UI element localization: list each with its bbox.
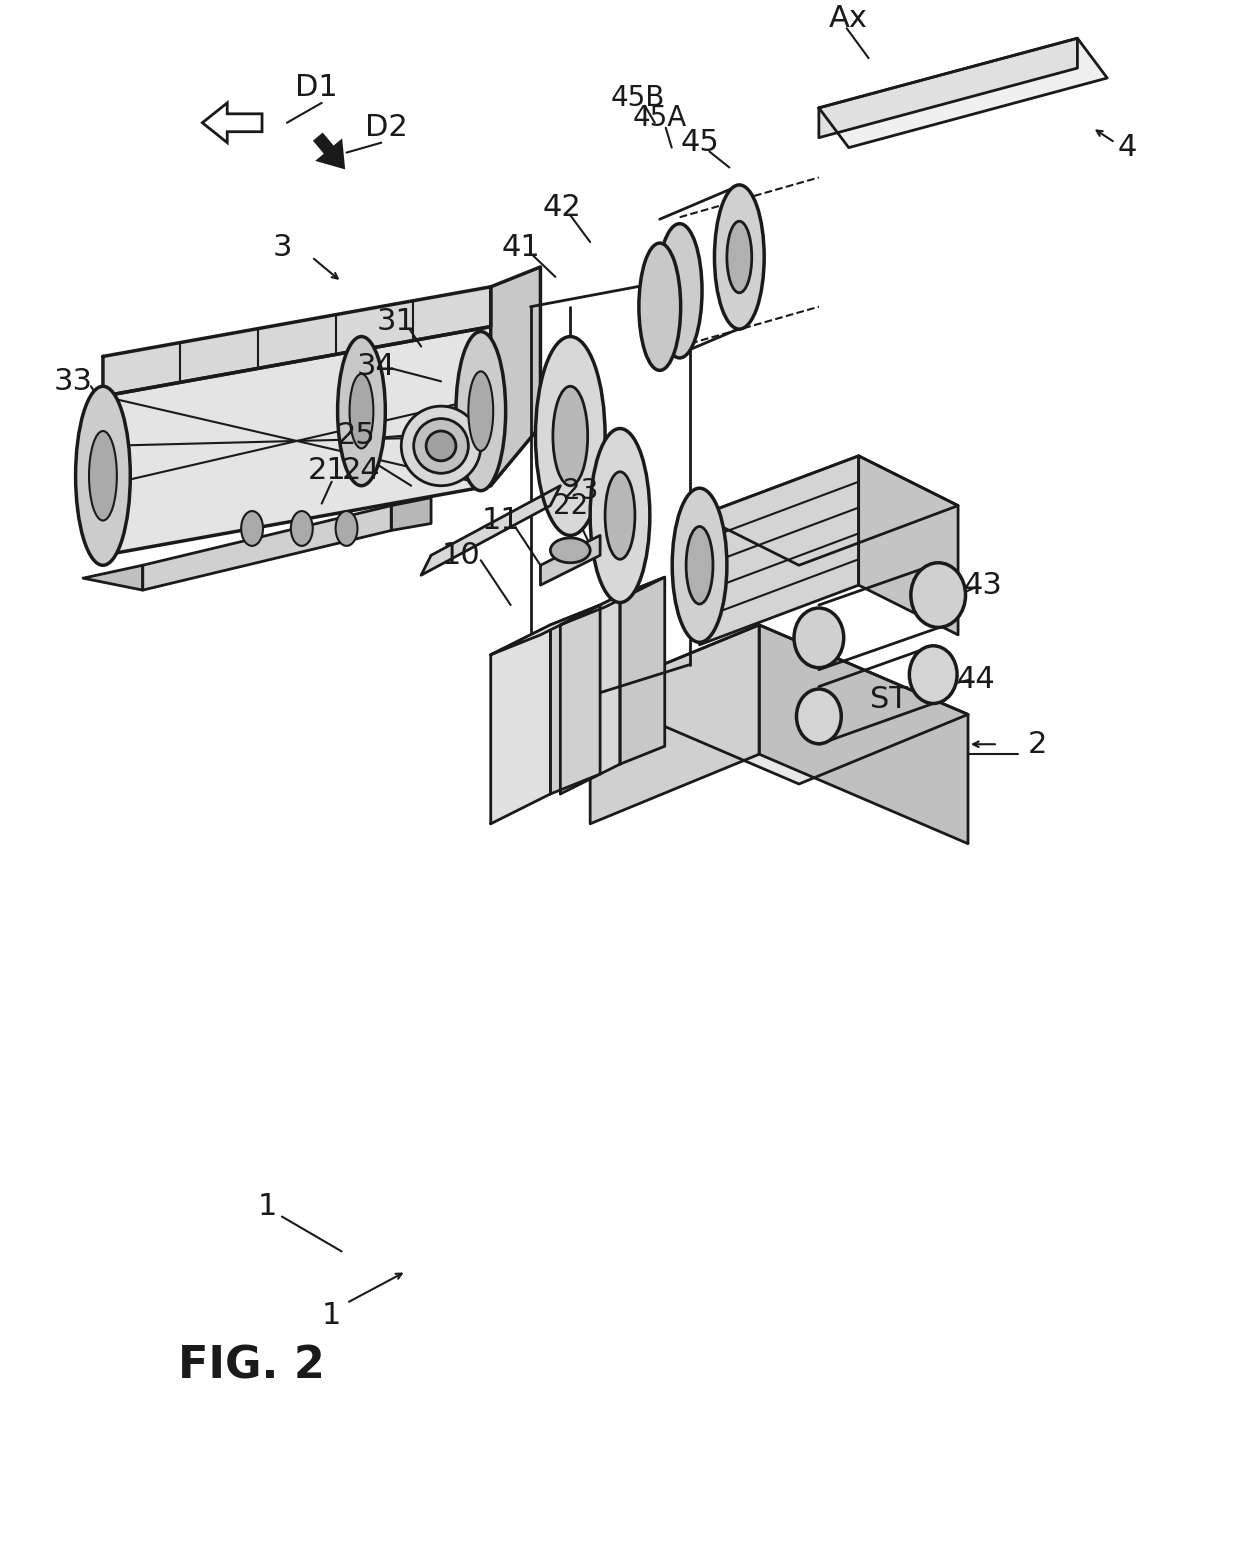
Ellipse shape — [796, 688, 841, 743]
Ellipse shape — [89, 431, 117, 520]
Text: 45: 45 — [681, 128, 719, 158]
Polygon shape — [759, 624, 968, 843]
Text: 33: 33 — [53, 367, 93, 396]
Polygon shape — [491, 267, 541, 485]
Polygon shape — [541, 535, 600, 585]
Ellipse shape — [469, 372, 494, 451]
Text: 42: 42 — [543, 194, 582, 222]
Ellipse shape — [911, 564, 966, 628]
Polygon shape — [590, 624, 968, 784]
Text: 21: 21 — [308, 456, 346, 485]
Ellipse shape — [241, 510, 263, 546]
Text: 45A: 45A — [632, 103, 687, 131]
Text: 34: 34 — [357, 351, 396, 381]
Polygon shape — [143, 506, 392, 590]
Text: 11: 11 — [481, 506, 520, 535]
Ellipse shape — [657, 223, 702, 357]
Text: D2: D2 — [365, 114, 408, 142]
Text: 22: 22 — [553, 492, 588, 520]
Text: 10: 10 — [441, 540, 480, 570]
Polygon shape — [103, 287, 491, 396]
Text: 2: 2 — [1028, 729, 1048, 759]
Ellipse shape — [456, 331, 506, 490]
Text: 43: 43 — [963, 571, 1002, 599]
Polygon shape — [699, 456, 959, 565]
Text: 41: 41 — [501, 233, 539, 262]
FancyArrow shape — [202, 103, 262, 142]
Text: 4: 4 — [1117, 133, 1137, 162]
Polygon shape — [83, 565, 143, 590]
Ellipse shape — [414, 418, 469, 473]
Text: D1: D1 — [295, 73, 339, 103]
Polygon shape — [699, 456, 858, 645]
Polygon shape — [560, 595, 620, 795]
Ellipse shape — [427, 431, 456, 460]
Ellipse shape — [536, 337, 605, 535]
Ellipse shape — [291, 510, 312, 546]
Text: 31: 31 — [377, 308, 415, 336]
Polygon shape — [818, 37, 1078, 137]
Ellipse shape — [590, 429, 650, 603]
Ellipse shape — [350, 373, 373, 448]
Text: 3: 3 — [272, 233, 291, 262]
Text: 1: 1 — [322, 1302, 341, 1330]
Text: 24: 24 — [342, 456, 381, 485]
Polygon shape — [422, 485, 560, 574]
Text: 44: 44 — [956, 665, 996, 695]
Polygon shape — [858, 456, 959, 635]
FancyArrow shape — [315, 134, 343, 167]
Polygon shape — [551, 606, 600, 795]
Ellipse shape — [686, 526, 713, 604]
Text: 23: 23 — [563, 476, 598, 504]
Polygon shape — [491, 606, 600, 654]
Polygon shape — [818, 37, 1107, 148]
Text: 45B: 45B — [611, 84, 665, 112]
Text: FIG. 2: FIG. 2 — [177, 1344, 325, 1388]
Text: Ax: Ax — [830, 3, 868, 33]
Polygon shape — [590, 624, 759, 824]
Ellipse shape — [76, 386, 130, 565]
Polygon shape — [620, 578, 665, 765]
Polygon shape — [392, 498, 432, 531]
Text: ST: ST — [869, 685, 908, 713]
Ellipse shape — [402, 406, 481, 485]
Ellipse shape — [909, 646, 957, 704]
Ellipse shape — [336, 510, 357, 546]
Ellipse shape — [672, 489, 727, 642]
Ellipse shape — [553, 386, 588, 485]
Ellipse shape — [337, 337, 386, 485]
Polygon shape — [491, 624, 551, 824]
Ellipse shape — [727, 222, 751, 293]
Ellipse shape — [605, 471, 635, 559]
Ellipse shape — [639, 244, 681, 370]
Ellipse shape — [794, 609, 843, 668]
Ellipse shape — [714, 184, 764, 329]
Polygon shape — [103, 326, 491, 556]
Polygon shape — [560, 578, 665, 624]
Text: 1: 1 — [258, 1193, 277, 1221]
Text: 25: 25 — [337, 421, 376, 451]
Ellipse shape — [551, 539, 590, 564]
